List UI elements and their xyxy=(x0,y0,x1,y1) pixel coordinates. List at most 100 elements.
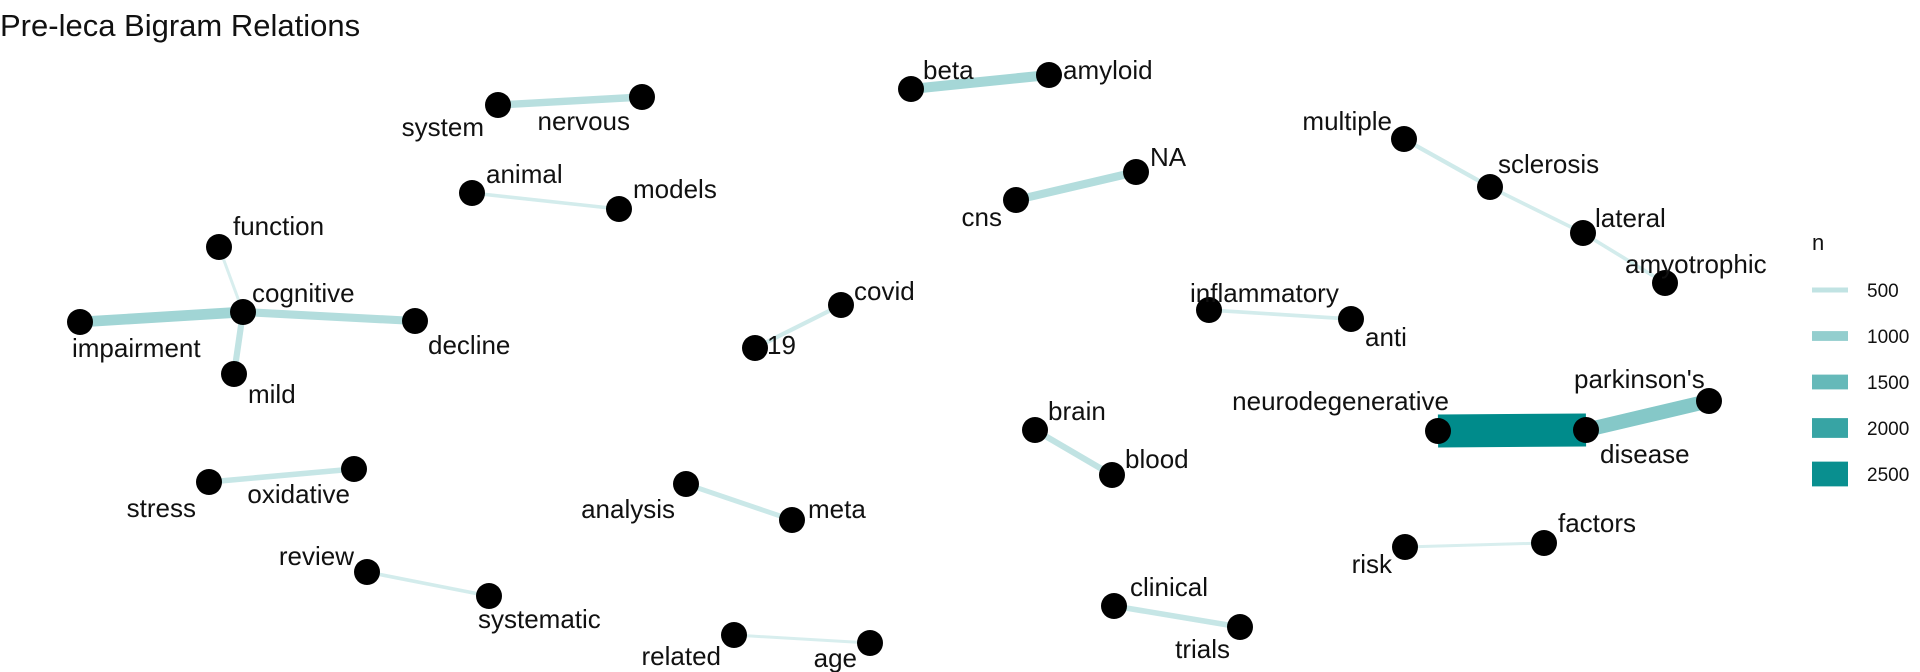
legend-key-2000 xyxy=(1812,418,1848,438)
node-label-impairment: impairment xyxy=(72,333,201,363)
node-disease xyxy=(1573,417,1599,443)
legend: n 500 1000 1500 2000 2500 xyxy=(1812,230,1909,487)
node-trials xyxy=(1227,614,1253,640)
node-related xyxy=(721,622,747,648)
node-age xyxy=(857,630,883,656)
edge-sclerosis-lateral xyxy=(1489,185,1584,235)
node-inflammatory xyxy=(1196,297,1222,323)
edge-impairment-cognitive xyxy=(79,306,244,328)
node-label-related: related xyxy=(642,641,722,671)
edge-related-age xyxy=(733,633,871,645)
legend-label-2000: 2000 xyxy=(1867,419,1909,440)
node-label-mild: mild xyxy=(248,379,296,409)
legend-key-500 xyxy=(1812,287,1848,293)
legend-label-1500: 1500 xyxy=(1867,373,1909,394)
node-system xyxy=(485,92,511,118)
node-label-review: review xyxy=(279,541,354,571)
edge-neurodegenerative-disease xyxy=(1437,413,1587,448)
node-label-nervous: nervous xyxy=(538,106,631,136)
edge-beta-amyloid xyxy=(910,70,1050,94)
edge-clinical-trials xyxy=(1113,603,1241,630)
node-label-blood: blood xyxy=(1125,444,1189,474)
node-label-beta: beta xyxy=(923,55,974,85)
node-label-disease: disease xyxy=(1600,439,1690,469)
node-analysis xyxy=(673,471,699,497)
node-label-na: NA xyxy=(1150,142,1187,172)
node-covid xyxy=(828,292,854,318)
node-parkinson-s xyxy=(1696,388,1722,414)
node-lateral xyxy=(1570,220,1596,246)
nodes-layer xyxy=(67,62,1722,656)
edge-review-systematic xyxy=(366,570,490,598)
legend-label-2500: 2500 xyxy=(1867,465,1909,486)
edge-lateral-amyotrophic xyxy=(1582,231,1666,285)
node-label-decline: decline xyxy=(428,330,510,360)
node-cognitive xyxy=(230,299,256,325)
node-label-covid: covid xyxy=(854,276,915,306)
node-risk xyxy=(1392,534,1418,560)
edge-parkinson-s-disease xyxy=(1584,393,1711,438)
node-label-sclerosis: sclerosis xyxy=(1498,149,1599,179)
legend-key-1500 xyxy=(1812,374,1848,390)
node-label-neurodegenerative: neurodegenerative xyxy=(1232,386,1449,416)
node-meta xyxy=(779,507,805,533)
node-animal xyxy=(459,180,485,206)
edge-multiple-sclerosis xyxy=(1402,137,1492,189)
edge-cognitive-decline xyxy=(242,307,416,326)
edge-animal-models xyxy=(471,191,620,211)
edge-risk-factors xyxy=(1404,541,1545,549)
node-19 xyxy=(742,335,768,361)
node-label-amyotrophic: amyotrophic xyxy=(1625,249,1767,279)
node-cns xyxy=(1003,187,1029,213)
node-nervous xyxy=(629,84,655,110)
node-amyotrophic xyxy=(1652,270,1678,296)
labels-layer: system nervous beta amyloid animal models cns N… xyxy=(72,55,1767,672)
node-label-19: 19 xyxy=(767,330,796,360)
edge-stress-oxidative xyxy=(208,466,355,485)
node-blood xyxy=(1099,462,1125,488)
node-label-multiple: multiple xyxy=(1302,106,1392,136)
node-sclerosis xyxy=(1477,174,1503,200)
node-label-inflammatory: inflammatory xyxy=(1190,278,1339,308)
node-label-amyloid: amyloid xyxy=(1063,55,1153,85)
node-factors xyxy=(1531,530,1557,556)
node-na xyxy=(1123,159,1149,185)
node-review xyxy=(354,559,380,585)
node-label-parkinson-s: parkinson's xyxy=(1574,364,1705,394)
node-impairment xyxy=(67,309,93,335)
node-label-models: models xyxy=(633,174,717,204)
legend-key-2500 xyxy=(1812,461,1848,487)
node-anti xyxy=(1338,306,1364,332)
edge-19-covid xyxy=(754,303,842,350)
legend-label-500: 500 xyxy=(1867,281,1899,302)
node-label-brain: brain xyxy=(1048,396,1106,426)
legend-key-1000 xyxy=(1812,331,1848,341)
edge-cns-na xyxy=(1015,168,1137,204)
edge-inflammatory-anti xyxy=(1208,308,1352,321)
node-amyloid xyxy=(1036,62,1062,88)
node-label-function: function xyxy=(233,211,324,241)
node-beta xyxy=(898,76,924,102)
node-label-lateral: lateral xyxy=(1595,203,1666,233)
node-label-cognitive: cognitive xyxy=(252,278,355,308)
node-label-animal: animal xyxy=(486,159,563,189)
node-mild xyxy=(221,361,247,387)
node-label-age: age xyxy=(814,643,857,672)
node-function xyxy=(206,234,232,260)
node-label-clinical: clinical xyxy=(1130,572,1208,602)
node-label-analysis: analysis xyxy=(581,494,675,524)
node-label-trials: trials xyxy=(1175,634,1230,664)
node-label-risk: risk xyxy=(1352,549,1393,579)
legend-label-1000: 1000 xyxy=(1867,327,1909,348)
chart-title: Pre-leca Bigram Relations xyxy=(0,8,361,43)
node-oxidative xyxy=(341,456,367,482)
node-label-system: system xyxy=(402,112,484,142)
node-brain xyxy=(1022,417,1048,443)
edge-analysis-meta xyxy=(685,481,793,523)
node-clinical xyxy=(1101,593,1127,619)
node-stress xyxy=(196,469,222,495)
node-label-stress: stress xyxy=(127,493,196,523)
node-label-factors: factors xyxy=(1558,508,1636,538)
node-multiple xyxy=(1391,126,1417,152)
